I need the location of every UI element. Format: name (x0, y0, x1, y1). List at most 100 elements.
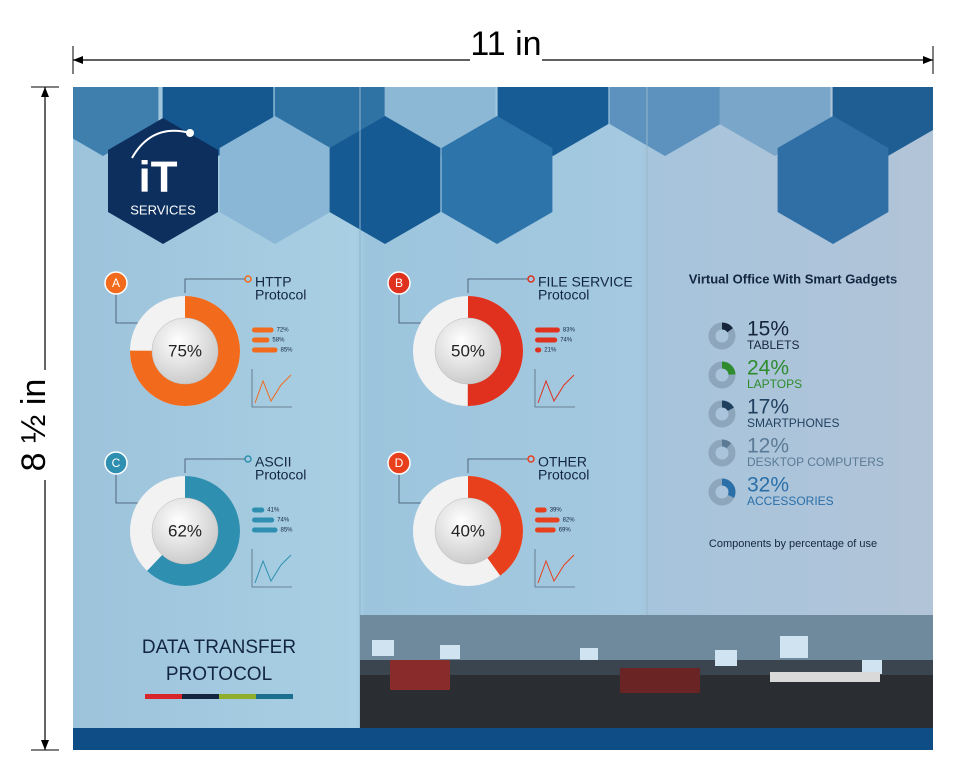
donut-arc (413, 296, 523, 406)
connector (184, 278, 245, 293)
donut-knob (151, 317, 219, 385)
footer-title: DATA TRANSFER (142, 637, 296, 658)
gadget-arc (708, 439, 736, 467)
gadget-arc (708, 361, 736, 389)
panel-title: HTTP (255, 274, 292, 290)
strip-segment (219, 694, 256, 699)
gadget-arc (708, 478, 736, 506)
gadget-arc (708, 322, 736, 350)
title-dot (244, 455, 252, 463)
hexagon (777, 116, 889, 244)
strip-segment (182, 694, 219, 699)
hexagon-pattern (73, 87, 933, 244)
sparkline (537, 554, 575, 584)
connector (115, 283, 145, 324)
mini-bar-label: 85% (281, 348, 294, 354)
gadget-item: 15%TABLETS (708, 318, 799, 352)
logo-mark: iT (138, 153, 177, 202)
mini-bar (252, 527, 278, 533)
sparkline (537, 374, 575, 404)
hexagon (832, 87, 933, 156)
mini-bar (535, 507, 547, 513)
gadget-item: 17%SMARTPHONES (708, 396, 839, 430)
gadget-label: LAPTOPS (747, 377, 802, 391)
gadget-percent: 24% (747, 357, 789, 380)
color-strip (145, 694, 293, 699)
gadget-percent: 15% (747, 318, 789, 341)
mini-bar-label: 58% (272, 338, 285, 344)
panel-title: Protocol (538, 467, 589, 483)
gadget-percent: 12% (747, 435, 789, 458)
connector (398, 283, 428, 324)
mini-bar (252, 347, 278, 353)
gadget-label: DESKTOP COMPUTERS (747, 455, 884, 469)
panel-title: OTHER (538, 454, 587, 470)
logo-dot (186, 129, 194, 137)
title-dot (527, 275, 535, 283)
donut-knob (151, 497, 219, 565)
gadgets-caption: Components by percentage of use (709, 538, 877, 550)
panel-title: Protocol (538, 287, 589, 303)
office-photo (360, 615, 933, 728)
gadget-label: TABLETS (747, 338, 799, 352)
sparkline (254, 554, 292, 584)
mini-bar-label: 21% (544, 348, 557, 354)
logo-swoosh (131, 129, 191, 159)
title-dot (527, 455, 535, 463)
spark-axis (251, 369, 292, 408)
width-label: 11 in (470, 25, 541, 63)
mini-bar (535, 527, 556, 533)
gadget-arc (708, 400, 736, 428)
mini-bar (535, 337, 558, 343)
panel-title: Protocol (255, 287, 306, 303)
connector (467, 458, 528, 473)
connector (184, 458, 245, 473)
mini-bar-label: 72% (277, 328, 290, 334)
mini-bar-label: 41% (267, 508, 280, 514)
connector (115, 463, 145, 504)
mini-bar (535, 347, 542, 353)
panel-title: ASCII (255, 454, 292, 470)
mini-bar (252, 327, 274, 333)
connector (398, 463, 428, 504)
hexagon (441, 116, 553, 244)
logo-text: SERVICES (130, 202, 196, 217)
percent-label: 75% (168, 341, 202, 360)
percent-label: 50% (451, 341, 485, 360)
mini-bar-label: 74% (560, 338, 573, 344)
gadget-percent: 32% (747, 474, 789, 497)
mini-bar (535, 327, 560, 333)
mini-bar (535, 517, 560, 523)
mini-bar-label: 39% (550, 508, 563, 514)
hexagon (609, 87, 721, 156)
title-dot (244, 275, 252, 283)
spark-axis (534, 369, 575, 408)
panel-title: FILE SERVICE (538, 274, 633, 290)
mini-bar-label: 69% (559, 528, 572, 534)
mini-bar-label: 82% (563, 518, 576, 524)
hexagon (329, 116, 441, 244)
gadget-item: 24%LAPTOPS (708, 357, 802, 391)
gadgets-title: Virtual Office With Smart Gadgets (689, 271, 897, 286)
dimension-height: 8 ½ in (15, 86, 59, 751)
logo: iT SERVICES (108, 118, 218, 244)
donut-arc (413, 476, 523, 586)
percent-label: 40% (451, 521, 485, 540)
donut-knob (434, 317, 502, 385)
gadget-label: SMARTPHONES (747, 416, 839, 430)
gadget-percent: 17% (747, 396, 789, 419)
letter: C (112, 456, 121, 470)
percent-label: 62% (168, 521, 202, 540)
connector (467, 278, 528, 293)
sparkline (254, 374, 292, 404)
panel-title: Protocol (255, 467, 306, 483)
mini-bar-label: 85% (281, 528, 294, 534)
letter-badge (104, 271, 128, 295)
hexagon (73, 87, 159, 156)
